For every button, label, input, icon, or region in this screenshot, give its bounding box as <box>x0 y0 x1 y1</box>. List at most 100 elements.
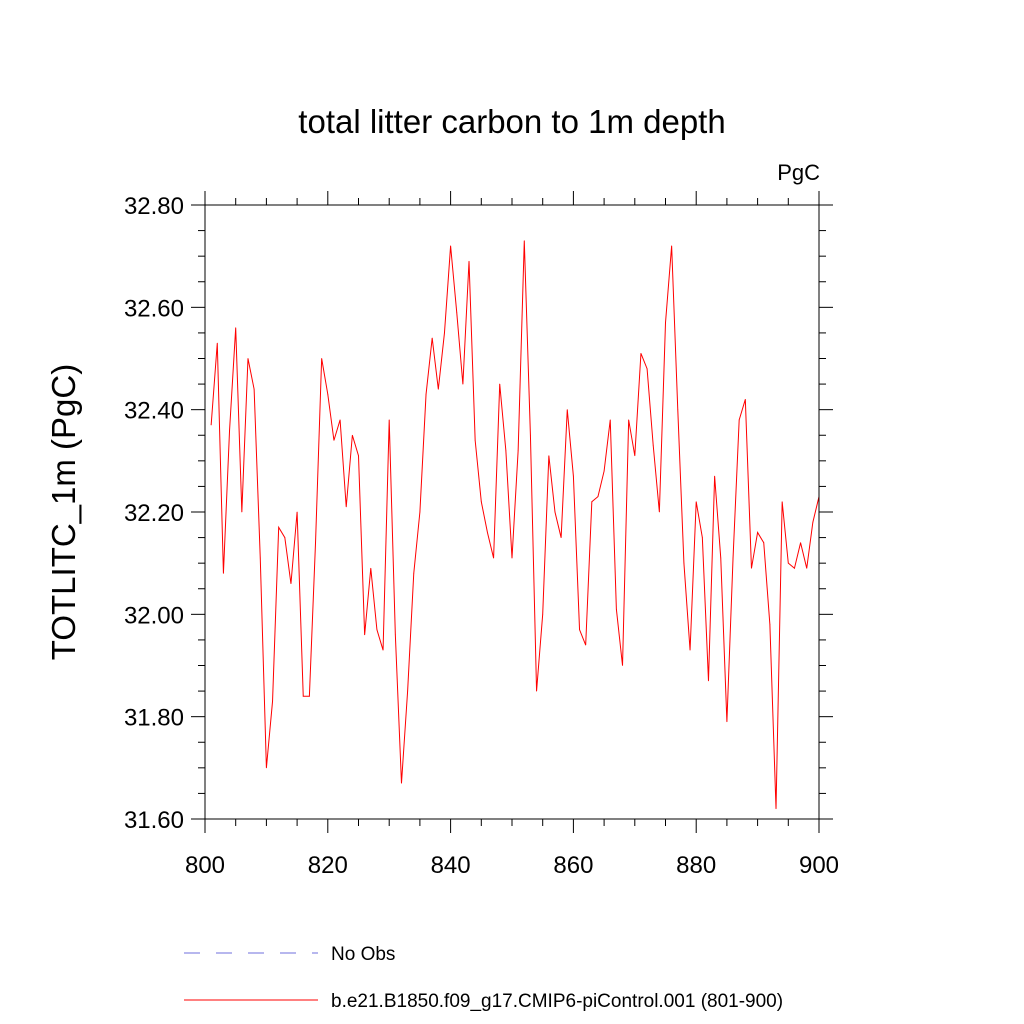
data-point <box>560 537 562 538</box>
data-point <box>388 419 390 421</box>
data-point <box>462 383 464 385</box>
data-point <box>480 501 482 503</box>
data-point <box>394 634 396 636</box>
data-point <box>351 434 353 436</box>
data-point <box>573 475 574 477</box>
data-point <box>523 240 525 242</box>
data-point <box>738 419 740 421</box>
data-point <box>646 368 648 370</box>
data-point <box>327 393 329 395</box>
data-point <box>566 409 568 411</box>
data-point <box>210 424 212 426</box>
data-point <box>781 501 783 503</box>
data-point <box>536 690 537 692</box>
data-point <box>683 562 685 564</box>
data-point <box>235 327 237 329</box>
data-point <box>253 388 255 390</box>
data-point <box>401 782 402 784</box>
data-point <box>701 537 703 538</box>
data-point <box>591 501 593 503</box>
x-tick-label: 840 <box>431 852 471 879</box>
data-point <box>658 511 660 513</box>
data-point <box>622 665 623 666</box>
data-point <box>290 583 292 585</box>
data-point <box>720 557 722 559</box>
data-point <box>308 695 310 697</box>
data-point <box>223 573 224 574</box>
data-point <box>216 342 218 344</box>
x-tick-label: 860 <box>553 852 593 879</box>
data-point <box>284 537 286 538</box>
data-point <box>800 542 801 544</box>
x-tick-label: 900 <box>799 852 839 879</box>
data-point <box>370 567 372 569</box>
data-point <box>615 608 617 610</box>
data-point <box>468 260 470 262</box>
data-point <box>628 419 630 421</box>
data-point <box>296 511 298 513</box>
data-point <box>677 409 679 411</box>
data-point <box>333 439 335 441</box>
y-tick-label: 32.00 <box>124 602 184 629</box>
data-point <box>241 511 243 513</box>
data-point <box>437 388 439 390</box>
data-point <box>266 767 267 769</box>
data-point <box>787 562 789 564</box>
data-point <box>585 644 587 646</box>
data-point <box>345 506 347 508</box>
x-tick-label: 820 <box>308 852 348 879</box>
y-tick-label: 32.40 <box>124 398 184 425</box>
y-tick-label: 32.20 <box>124 500 184 527</box>
data-point <box>597 496 599 498</box>
data-point <box>812 521 814 523</box>
data-point <box>751 567 752 569</box>
data-point <box>634 455 636 457</box>
x-tick-label: 800 <box>185 852 225 879</box>
data-point <box>548 455 550 457</box>
data-point <box>321 358 323 359</box>
data-point <box>689 649 691 651</box>
data-point <box>376 629 378 631</box>
x-tick-label: 880 <box>676 852 716 879</box>
data-point <box>794 567 795 569</box>
data-point <box>259 557 261 559</box>
data-point <box>671 245 673 247</box>
data-point <box>542 613 544 615</box>
data-point <box>247 358 249 359</box>
data-point <box>444 332 445 334</box>
data-point <box>511 557 513 559</box>
data-point <box>530 434 531 436</box>
y-axis-label: TOTLITC_1m (PgC) <box>45 364 82 660</box>
y-tick-label: 31.80 <box>124 705 184 732</box>
data-point <box>517 450 519 451</box>
data-point <box>364 634 366 636</box>
data-point <box>272 700 273 702</box>
data-point <box>609 419 611 421</box>
data-point <box>425 393 427 395</box>
data-point <box>499 383 501 385</box>
data-point <box>450 245 451 247</box>
data-point <box>806 567 808 569</box>
y-tick-label: 32.60 <box>124 295 184 322</box>
y-tick-label: 32.80 <box>124 193 184 220</box>
data-point <box>554 511 556 513</box>
legend-label: b.e21.B1850.f09_g17.CMIP6-piControl.001 … <box>331 991 783 1012</box>
data-point <box>382 649 384 651</box>
units-label: PgC <box>777 160 820 185</box>
data-point <box>640 352 642 354</box>
series-line <box>210 240 820 809</box>
data-point <box>708 680 709 682</box>
data-point <box>652 445 654 446</box>
data-point <box>302 695 304 697</box>
data-point <box>579 629 580 631</box>
data-point <box>769 624 771 625</box>
data-point <box>695 501 697 503</box>
data-point <box>603 470 605 472</box>
data-point <box>775 808 777 810</box>
data-point <box>407 690 409 692</box>
data-point <box>763 542 765 544</box>
chart-title: total litter carbon to 1m depth <box>298 103 725 140</box>
data-point <box>726 721 728 723</box>
data-point <box>358 455 359 457</box>
